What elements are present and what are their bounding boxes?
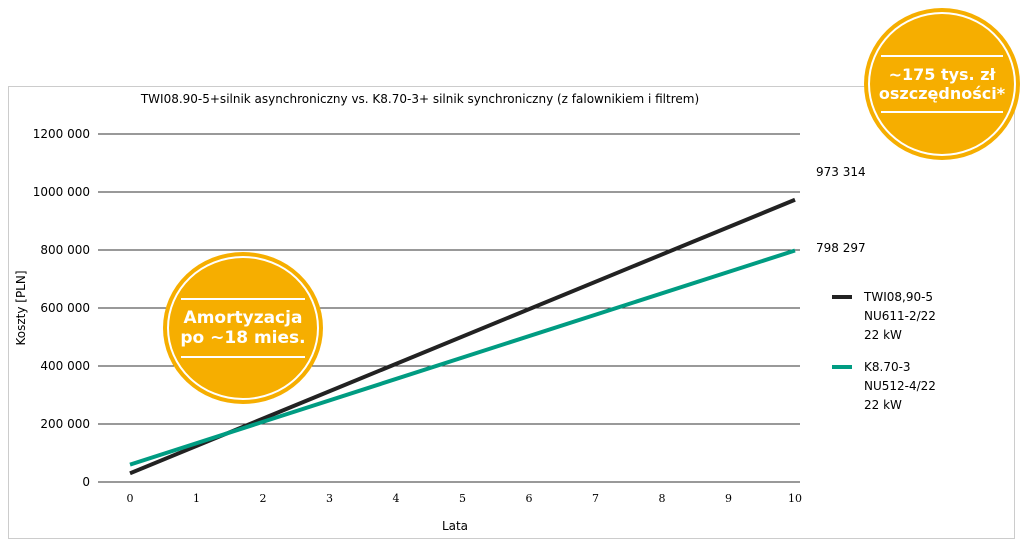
y-tick-label: 1000 000 <box>33 185 90 199</box>
chart-title: TWI08.90-5+silnik asynchroniczny vs. K8.… <box>140 92 699 106</box>
y-tick-label: 0 <box>82 475 90 489</box>
y-tick-label: 1200 000 <box>33 127 90 141</box>
x-tick-label: 2 <box>260 492 267 505</box>
x-tick-label: 7 <box>592 492 599 505</box>
legend-label: TWI08,90-5 <box>863 290 933 304</box>
y-tick-label: 800 000 <box>40 243 90 257</box>
x-tick-label: 3 <box>326 492 333 505</box>
payback-badge: Amortyzacja po ~18 mies. <box>163 252 323 404</box>
savings-line-2: oszczędności* <box>878 84 1006 103</box>
x-tick-label: 1 <box>193 492 200 505</box>
end-value-label: 798 297 <box>816 241 866 255</box>
x-axis-label: Lata <box>442 519 468 533</box>
x-tick-label: 9 <box>725 492 732 505</box>
x-tick-label: 5 <box>459 492 466 505</box>
savings-badge: ~175 tys. zł oszczędności* <box>864 8 1020 160</box>
x-tick-label: 8 <box>659 492 666 505</box>
y-tick-label: 200 000 <box>40 417 90 431</box>
legend-label: NU512-4/22 <box>864 379 936 393</box>
x-tick-label: 6 <box>526 492 533 505</box>
y-axis-label: Koszty [PLN] <box>14 270 28 345</box>
legend-label: 22 kW <box>864 398 902 412</box>
legend-label: NU611-2/22 <box>864 309 936 323</box>
legend-label: 22 kW <box>864 328 902 342</box>
x-tick-label: 10 <box>788 492 802 505</box>
payback-line-1: Amortyzacja <box>183 308 303 328</box>
x-tick-label: 0 <box>127 492 134 505</box>
savings-line-1: ~175 tys. zł <box>888 65 996 84</box>
legend-label: K8.70-3 <box>864 360 911 374</box>
end-value-label: 973 314 <box>816 165 866 179</box>
y-tick-label: 600 000 <box>40 301 90 315</box>
y-tick-label: 400 000 <box>40 359 90 373</box>
payback-line-2: po ~18 mies. <box>180 328 306 348</box>
chart-frame <box>8 86 1015 539</box>
series-line-1 <box>129 248 796 467</box>
x-tick-label: 4 <box>393 492 400 505</box>
